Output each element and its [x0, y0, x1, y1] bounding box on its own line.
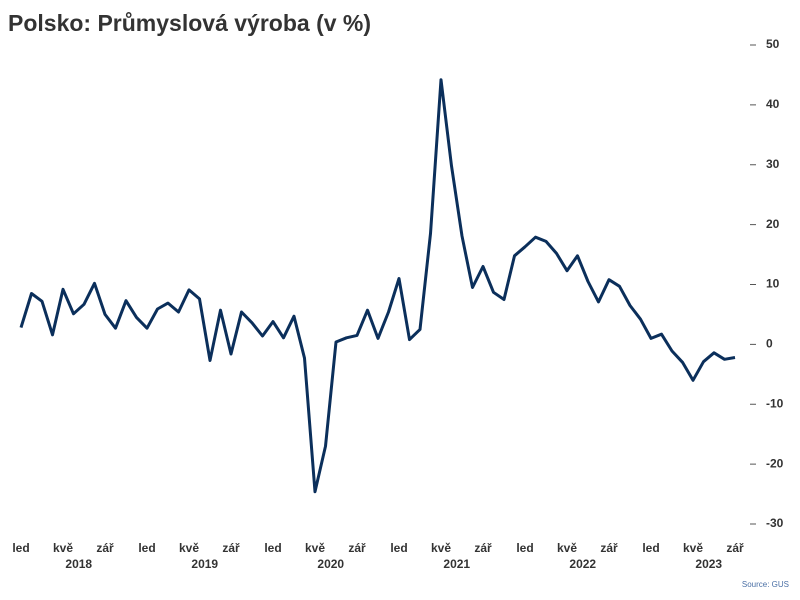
x-tick-label: kvě [179, 541, 199, 555]
x-tick-label: led [12, 541, 29, 555]
year-label: 2023 [695, 557, 722, 571]
y-tick-label: 40 [766, 97, 780, 111]
x-tick-label: kvě [431, 541, 451, 555]
x-tick-label: led [390, 541, 407, 555]
year-label: 2020 [317, 557, 344, 571]
y-tick-label: 10 [766, 277, 780, 291]
chart-title: Polsko: Průmyslová výroba (v %) [8, 10, 371, 36]
line [19, 78, 736, 494]
y-tick-label: -30 [766, 516, 784, 530]
y-tick-label: -20 [766, 456, 784, 470]
year-label: 2019 [191, 557, 218, 571]
x-tick-label: kvě [683, 541, 703, 555]
y-tick-label: -10 [766, 396, 784, 410]
source: Source: GUS [742, 580, 789, 589]
x-tick-label: zář [474, 541, 492, 555]
x-tick-label: led [138, 541, 155, 555]
x-tick-label: kvě [557, 541, 577, 555]
x-tick-label: zář [726, 541, 744, 555]
x-tick-label: kvě [305, 541, 325, 555]
y-tick-label: 30 [766, 157, 780, 171]
y-tick-label: 50 [766, 37, 780, 51]
y-tick-label: 20 [766, 217, 780, 231]
x-tick-label: zář [348, 541, 366, 555]
x-tick-label: zář [222, 541, 240, 555]
x-tick-label: zář [600, 541, 618, 555]
year-label: 2021 [443, 557, 470, 571]
x-tick-label: zář [96, 541, 114, 555]
year-label: 2018 [65, 557, 92, 571]
x-tick-label: kvě [53, 541, 73, 555]
x-tick-label: led [516, 541, 533, 555]
y-tick-label: 0 [766, 337, 773, 351]
year-label: 2022 [569, 557, 596, 571]
x-tick-label: led [264, 541, 281, 555]
x-tick-label: led [642, 541, 659, 555]
